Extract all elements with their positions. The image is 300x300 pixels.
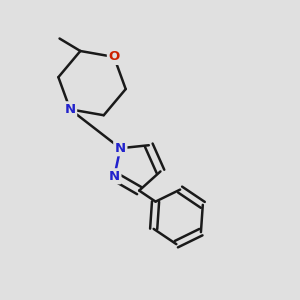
Text: O: O (108, 50, 120, 63)
Text: N: N (64, 103, 76, 116)
Text: N: N (115, 142, 126, 155)
Text: N: N (109, 170, 120, 183)
